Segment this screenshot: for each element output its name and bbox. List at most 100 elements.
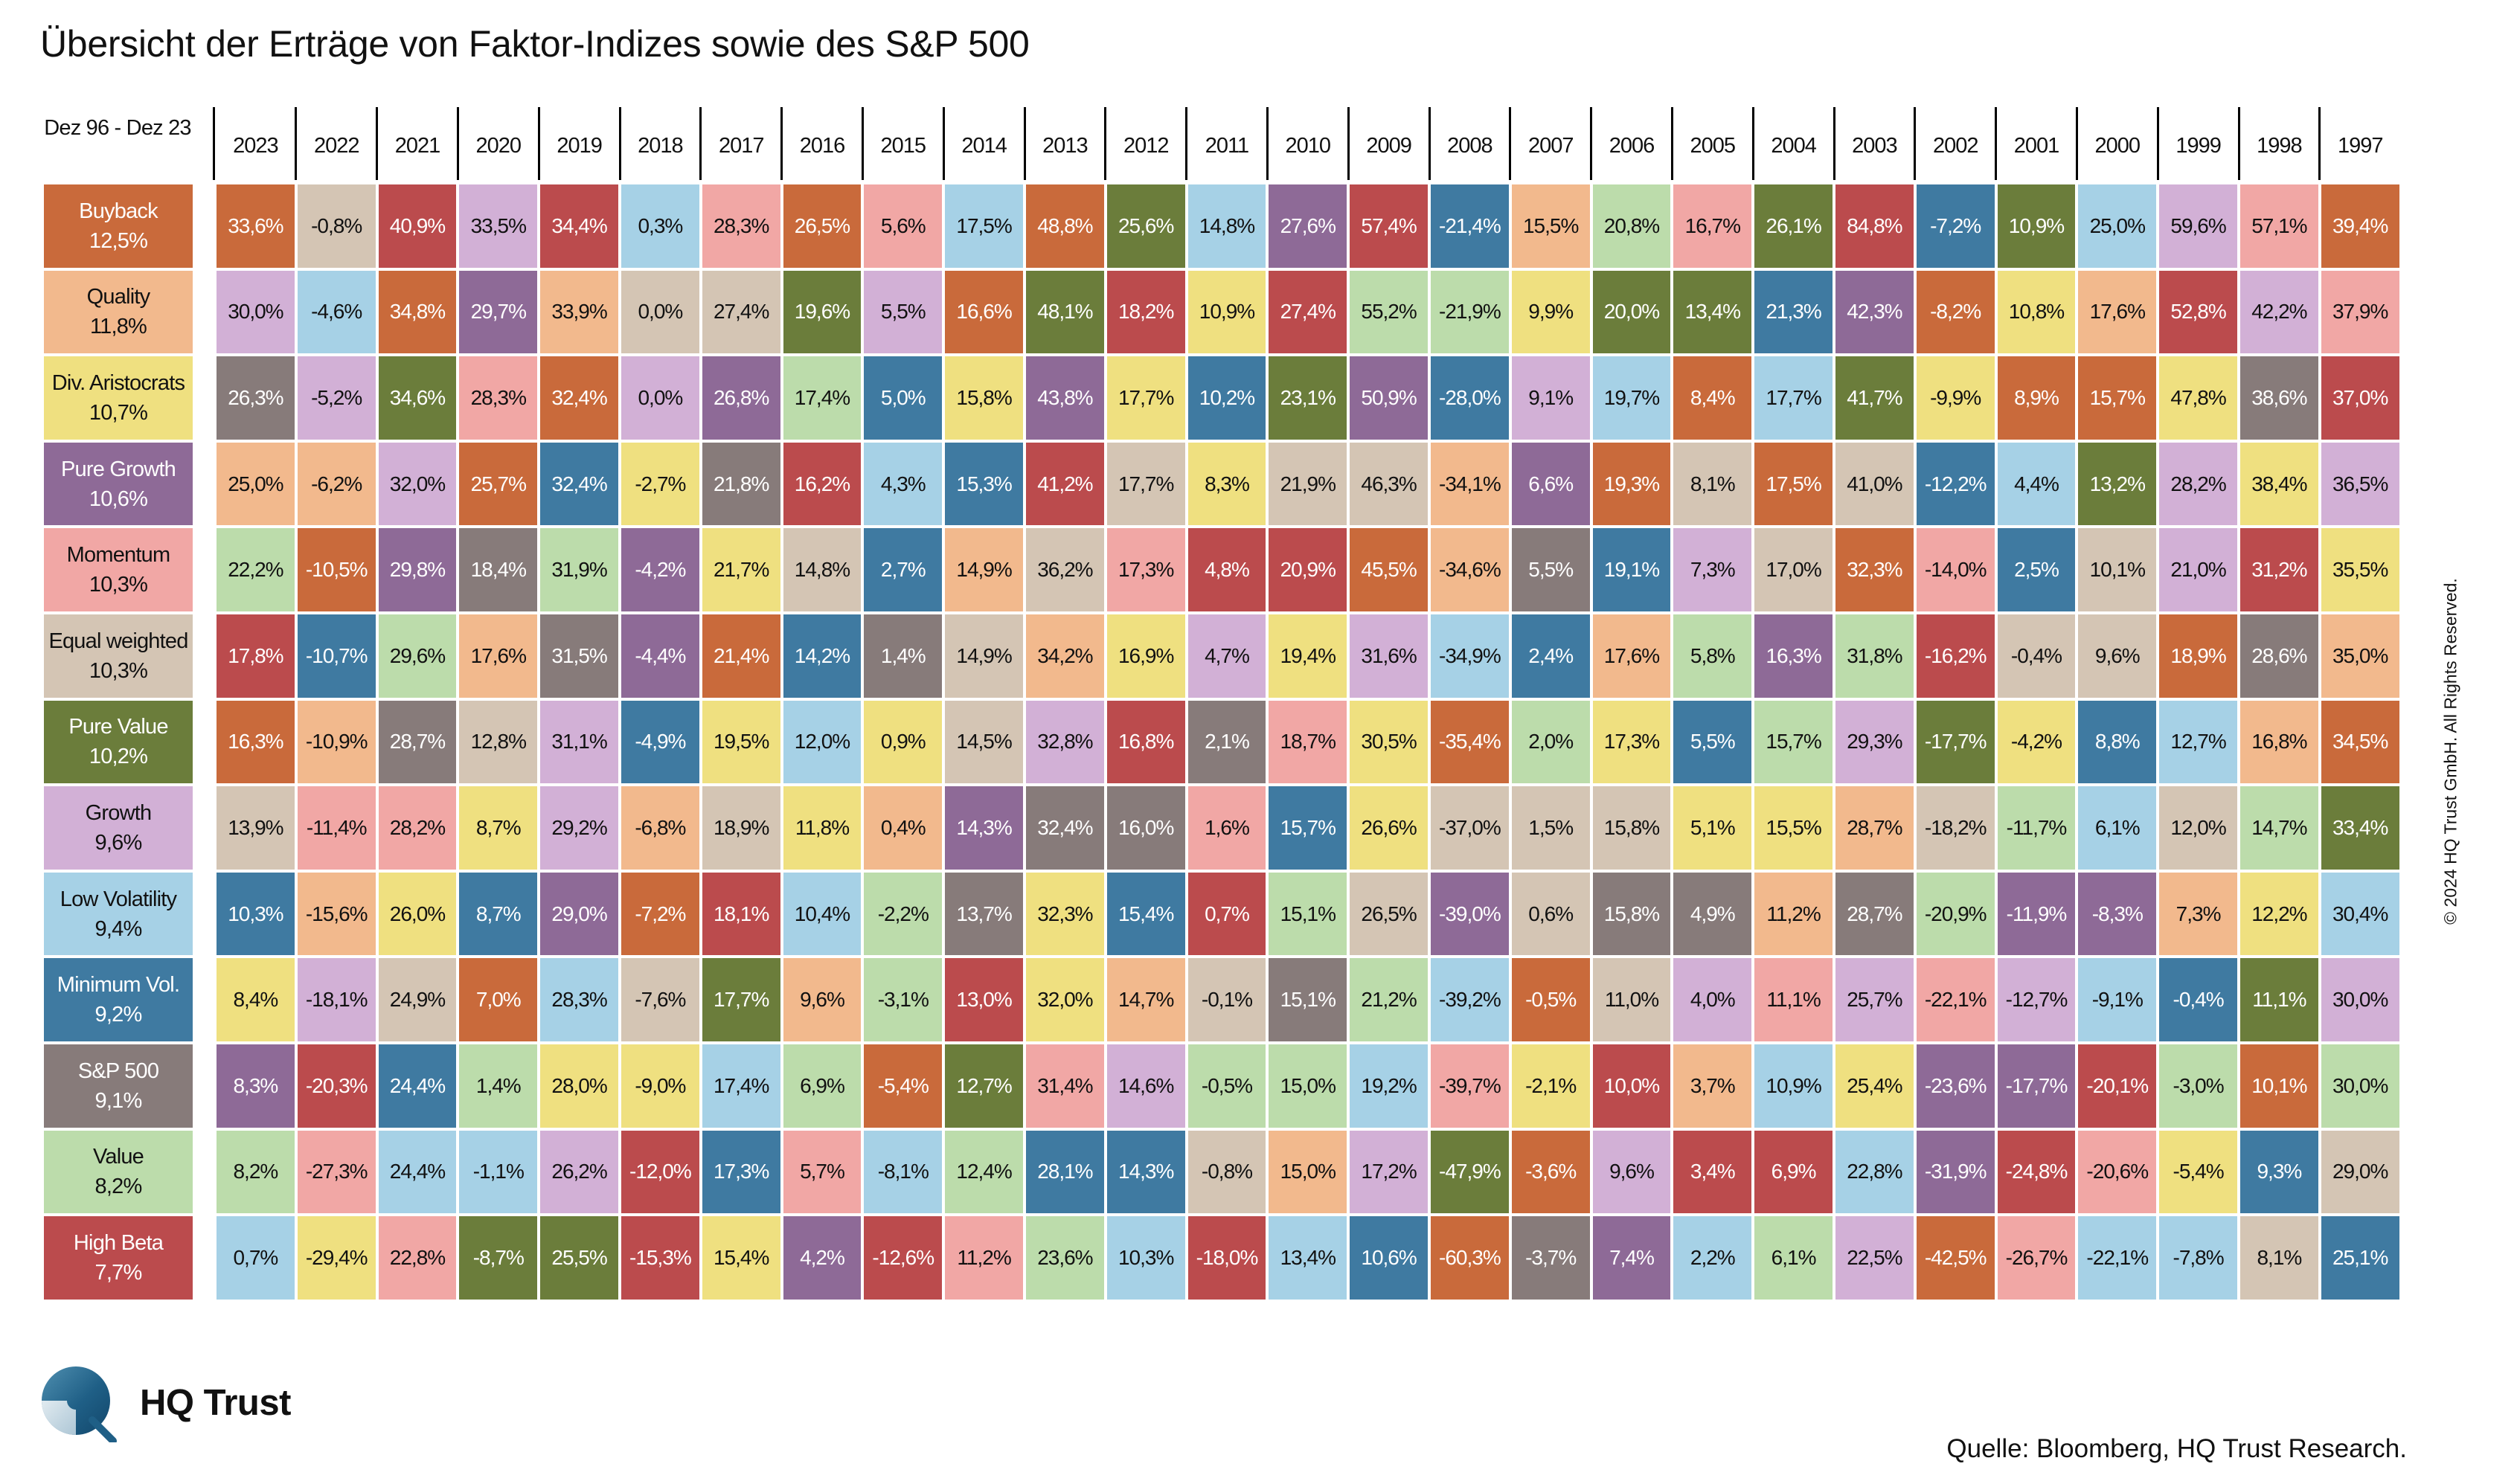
return-cell: 21,9%: [1269, 442, 1347, 526]
year-header: 2010: [1285, 133, 1332, 158]
return-cell: 31,2%: [2240, 528, 2318, 611]
return-cell: 43,8%: [1026, 356, 1104, 440]
return-cell: 36,2%: [1026, 528, 1104, 611]
return-cell: -7,8%: [2159, 1216, 2237, 1300]
return-cell: 21,8%: [702, 442, 780, 526]
return-cell: -24,8%: [1997, 1130, 2076, 1214]
return-cell: 12,0%: [783, 700, 862, 784]
return-cell: 6,1%: [1754, 1216, 1833, 1300]
year-separator: [1023, 107, 1026, 180]
return-cell: -4,9%: [621, 700, 699, 784]
return-cell: 30,4%: [2321, 872, 2399, 956]
return-cell: -15,3%: [621, 1216, 699, 1300]
return-cell: 28,7%: [378, 700, 457, 784]
return-cell: -10,7%: [297, 614, 376, 698]
return-cell: 1,6%: [1187, 786, 1266, 870]
return-cell: 30,0%: [2321, 1044, 2399, 1128]
return-cell: -18,0%: [1187, 1216, 1266, 1300]
return-cell: 15,4%: [702, 1216, 780, 1300]
period-label: Dez 96 - Dez 23: [44, 116, 191, 140]
year-header: 2020: [475, 133, 522, 158]
return-cell: -5,4%: [2159, 1130, 2237, 1214]
return-cell: -27,3%: [297, 1130, 376, 1214]
return-cell: 31,5%: [540, 614, 618, 698]
return-cell: 26,6%: [1350, 786, 1428, 870]
return-cell: -3,1%: [864, 958, 943, 1041]
year-separator: [2075, 107, 2078, 180]
return-cell: 57,1%: [2240, 184, 2318, 268]
return-cell: 6,6%: [1511, 442, 1590, 526]
return-cell: 0,6%: [1511, 872, 1590, 956]
return-cell: -14,0%: [1916, 528, 1995, 611]
year-header: 2002: [1932, 133, 1979, 158]
return-cell: 19,3%: [1592, 442, 1671, 526]
return-cell: 8,3%: [217, 1044, 295, 1128]
return-cell: 5,7%: [783, 1130, 862, 1214]
factor-average: 10,3%: [89, 658, 148, 683]
return-cell: 41,2%: [1026, 442, 1104, 526]
return-cell: 7,0%: [459, 958, 538, 1041]
return-cell: 31,8%: [1835, 614, 1914, 698]
year-separator: [376, 107, 379, 180]
return-cell: 32,4%: [540, 356, 618, 440]
return-cell: 2,1%: [1187, 700, 1266, 784]
return-cell: 12,8%: [459, 700, 538, 784]
return-cell: 17,6%: [2078, 270, 2157, 354]
return-cell: -37,0%: [1431, 786, 1509, 870]
return-cell: 7,4%: [1592, 1216, 1671, 1300]
return-cell: 22,8%: [378, 1216, 457, 1300]
year-separator: [1185, 107, 1188, 180]
factor-name: High Beta: [73, 1230, 164, 1255]
year-separator: [2237, 107, 2240, 180]
return-cell: 21,4%: [702, 614, 780, 698]
return-cell: -21,9%: [1431, 270, 1509, 354]
return-cell: 7,3%: [2159, 872, 2237, 956]
return-cell: 26,5%: [1350, 872, 1428, 956]
year-header: 2000: [2094, 133, 2141, 158]
return-cell: 14,3%: [945, 786, 1023, 870]
return-cell: 22,2%: [217, 528, 295, 611]
return-cell: 12,0%: [2159, 786, 2237, 870]
return-cell: 26,3%: [217, 356, 295, 440]
return-cell: 9,6%: [1592, 1130, 1671, 1214]
return-cell: 10,8%: [1997, 270, 2076, 354]
return-cell: -18,1%: [297, 958, 376, 1041]
return-cell: 34,8%: [378, 270, 457, 354]
return-cell: -11,4%: [297, 786, 376, 870]
return-cell: 32,4%: [1026, 786, 1104, 870]
return-cell: -3,6%: [1511, 1130, 1590, 1214]
return-cell: 18,1%: [702, 872, 780, 956]
return-cell: 1,5%: [1511, 786, 1590, 870]
return-cell: 17,6%: [459, 614, 538, 698]
return-cell: 21,7%: [702, 528, 780, 611]
year-header: 2015: [880, 133, 927, 158]
return-cell: 4,2%: [783, 1216, 862, 1300]
return-cell: 28,7%: [1835, 786, 1914, 870]
return-cell: 0,7%: [1187, 872, 1266, 956]
return-cell: -22,1%: [1916, 958, 1995, 1041]
year-separator: [295, 107, 298, 180]
year-header: 2006: [1609, 133, 1655, 158]
return-cell: 32,8%: [1026, 700, 1104, 784]
factor-name: S&P 500: [77, 1059, 159, 1083]
return-cell: 8,2%: [217, 1130, 295, 1214]
return-cell: 35,5%: [2321, 528, 2399, 611]
return-cell: -0,5%: [1187, 1044, 1266, 1128]
return-cell: 16,2%: [783, 442, 862, 526]
return-cell: -23,6%: [1916, 1044, 1995, 1128]
factor-label: S&P 500 9,1%: [44, 1044, 193, 1128]
return-cell: 17,3%: [1592, 700, 1671, 784]
year-header: 2022: [313, 133, 360, 158]
return-cell: 18,4%: [459, 528, 538, 611]
year-separator: [213, 107, 215, 180]
return-cell: 36,5%: [2321, 442, 2399, 526]
year-header: 2004: [1771, 133, 1817, 158]
return-cell: -60,3%: [1431, 1216, 1509, 1300]
return-cell: 5,8%: [1673, 614, 1752, 698]
return-cell: 11,1%: [1754, 958, 1833, 1041]
return-cell: 17,4%: [702, 1044, 780, 1128]
return-cell: 14,8%: [783, 528, 862, 611]
return-cell: 45,5%: [1350, 528, 1428, 611]
return-cell: 15,7%: [2078, 356, 2157, 440]
return-cell: 29,7%: [459, 270, 538, 354]
